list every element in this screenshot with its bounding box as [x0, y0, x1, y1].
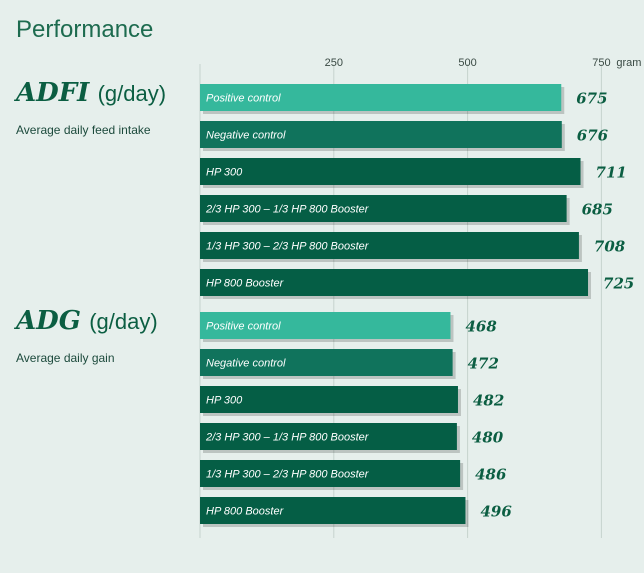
bar-label: 2/3 HP 300 – 1/3 HP 800 Booster [205, 432, 370, 444]
bar-label: Positive control [206, 93, 281, 105]
bar-label: HP 800 Booster [206, 278, 285, 290]
tick-label: 750 [592, 57, 610, 69]
bar [200, 195, 567, 222]
bar-label: 1/3 HP 300 – 2/3 HP 800 Booster [206, 469, 370, 481]
bar [200, 423, 457, 450]
adfi-subtitle: Average daily feed intake [16, 123, 151, 137]
bar [200, 460, 461, 487]
data-label: 675 [576, 90, 607, 108]
data-label: 472 [468, 355, 499, 373]
data-label: 711 [596, 164, 627, 182]
bar-label: HP 300 [206, 395, 243, 407]
adg-section-title: ADG (g/day) [16, 306, 158, 336]
data-label: 708 [594, 238, 626, 256]
bar-label: 1/3 HP 300 – 2/3 HP 800 Booster [206, 241, 370, 253]
bar [200, 349, 453, 376]
bar [200, 312, 451, 339]
bar [200, 232, 579, 259]
bar [200, 497, 466, 524]
data-label: 468 [465, 318, 497, 336]
bar-label: Negative control [206, 130, 286, 142]
data-label: 496 [480, 503, 512, 521]
page-title: Performance [16, 16, 154, 43]
bar-label: 2/3 HP 300 – 1/3 HP 800 Booster [205, 204, 370, 216]
data-label: 486 [475, 466, 507, 484]
bar [200, 158, 581, 185]
adg-subtitle: Average daily gain [16, 351, 115, 365]
bar [200, 121, 562, 148]
tick-label: 500 [458, 57, 476, 69]
data-label: 725 [603, 275, 634, 293]
bar [200, 386, 458, 413]
adfi-unit: (g/day) [97, 81, 167, 106]
bar-label: Negative control [206, 358, 286, 370]
adfi-abbr: ADFI [16, 78, 90, 108]
bar [200, 84, 562, 111]
bar [200, 269, 589, 296]
tick-label: 250 [325, 57, 343, 69]
data-label: 482 [473, 392, 504, 410]
adg-unit: (g/day) [89, 309, 158, 334]
adg-abbr: ADG [16, 306, 81, 336]
data-label: 480 [472, 429, 504, 447]
bar-label: Positive control [206, 321, 281, 333]
axis-unit-label: gram [616, 57, 641, 69]
bar-label: HP 800 Booster [206, 506, 285, 518]
data-label: 676 [577, 127, 609, 145]
adfi-section-title: ADFI (g/day) [16, 78, 166, 108]
data-label: 685 [582, 201, 613, 219]
bar-label: HP 300 [206, 167, 243, 179]
